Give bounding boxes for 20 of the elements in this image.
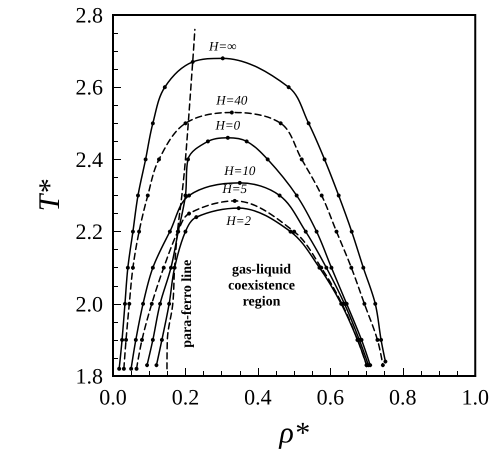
y-axis-title: T* — [33, 180, 66, 212]
y-tick-label: 2.8 — [76, 2, 103, 28]
x-tick-label: 0.8 — [389, 384, 417, 410]
x-tick-label: 0.2 — [172, 384, 200, 410]
y-tick-label: 2.6 — [76, 74, 103, 100]
annotation: para-ferro line — [180, 260, 195, 348]
series-label: H=5 — [221, 180, 248, 196]
x-tick-label: 0.6 — [316, 384, 344, 410]
series-label: H=2 — [225, 213, 252, 228]
x-tick-label: 1.0 — [462, 384, 489, 410]
x-tick-label: 0.4 — [244, 384, 272, 410]
series-label: H=10 — [223, 162, 256, 178]
y-tick-label: 2.2 — [76, 219, 103, 244]
series-label: H=40 — [215, 92, 248, 108]
x-axis-title: ρ* — [278, 416, 309, 450]
series-label: H=∞ — [208, 38, 236, 54]
series-label: H=0 — [214, 118, 241, 133]
y-tick-label: 2.0 — [76, 291, 103, 316]
y-tick-label: 2.4 — [76, 146, 103, 172]
annotation: gas-liquid coexistence region — [228, 262, 295, 310]
